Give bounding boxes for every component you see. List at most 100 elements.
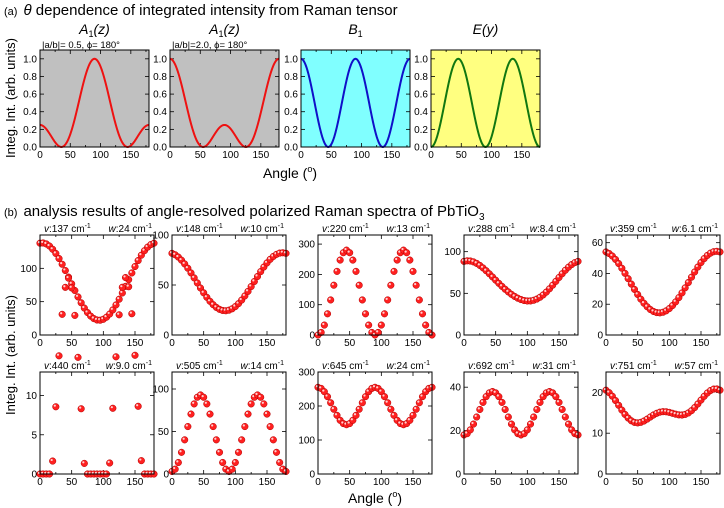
panel-b-148-point-highlight — [236, 301, 239, 304]
panel-b-359-point-highlight — [657, 310, 660, 313]
panel-b-288-point-highlight — [528, 298, 531, 301]
panel-b-692-v-label: v:692 cm-1 — [468, 360, 515, 372]
panel-b-w-value: :8.4 cm — [537, 224, 570, 235]
panel-b-220-point-highlight — [347, 250, 350, 253]
panel-b-w-symbol: w — [672, 224, 680, 235]
panel-b-220-xtick-label: 150 — [405, 338, 422, 349]
panel-b-440-xtick-label: 150 — [127, 477, 144, 488]
panel-b-xlabel-close: ) — [397, 490, 402, 506]
panel-b-137-point-highlight — [50, 247, 53, 250]
panel-a-ylabel: Integ. Int. (arb. units) — [3, 38, 18, 158]
panel-b-220-point-highlight — [360, 297, 363, 300]
panel-b-645-point-highlight — [325, 394, 328, 397]
panel-b-645-xtick-label: 0 — [315, 477, 321, 488]
panel-a-title-arg: (z) — [224, 21, 240, 37]
panel-b-692-point-highlight — [534, 407, 537, 410]
panel-a-A1z-a-ytick-label: 1.0 — [23, 54, 37, 65]
panel-b-751-point-highlight — [667, 410, 670, 413]
panel-b-645-frame — [317, 371, 433, 475]
panel-b-751-w-label: w:57 cm-1 — [675, 360, 719, 372]
panel-b-440-point-highlight — [53, 404, 56, 407]
panel-a-A1z-a-title: A1(z) — [78, 21, 110, 39]
panel-b-288-ytick-label: 100 — [444, 247, 461, 258]
section-b-tag: (b) — [4, 207, 18, 219]
panel-b-359-point-highlight — [622, 271, 626, 274]
panel-b-505-point — [187, 410, 195, 418]
panel-b-505-point-highlight — [188, 411, 192, 415]
panel-b-w-symbol: w — [387, 361, 395, 372]
panel-b-751-point-highlight — [619, 407, 622, 411]
panel-b-692-point-highlight — [556, 400, 560, 403]
panel-b-692-point-highlight — [496, 394, 499, 397]
panel-b-359-point-highlight — [711, 249, 714, 252]
panel-b-288-point-highlight — [468, 258, 471, 262]
panel-b-w-unit-exp: -1 — [146, 360, 152, 367]
panel-b-505-background — [172, 372, 286, 474]
panel-a-title-sub: 1 — [219, 29, 224, 39]
panel-b-220-ytick-label: 300 — [298, 240, 315, 251]
panel-b-645-point-highlight — [391, 413, 395, 416]
panel-b-220-frame — [317, 234, 433, 336]
panel-b-440-background — [40, 372, 154, 474]
panel-b-288-point-highlight — [556, 275, 560, 278]
panel-b-w-unit-exp: -1 — [424, 223, 430, 230]
panel-b-645-point-highlight — [363, 394, 366, 397]
panel-b-692-point-highlight — [515, 431, 518, 434]
panel-b-505-point — [215, 448, 224, 456]
panel-b-359-point-highlight — [698, 260, 702, 263]
panel-b-751-xtick-label: 50 — [632, 477, 644, 488]
panel-b-359-point-highlight — [679, 290, 683, 293]
panel-b-751-point-highlight — [654, 411, 657, 414]
panel-a-Ey-xtick-label: 50 — [456, 150, 468, 161]
panel-b-220-point — [380, 310, 389, 318]
panel-b-359-point-highlight — [616, 261, 619, 264]
panel-b-692-point-highlight — [480, 400, 484, 403]
panel-b-440-point-highlight — [117, 312, 120, 315]
panel-b-440-point-highlight — [82, 461, 85, 464]
panel-b-220-point-highlight — [322, 322, 325, 326]
panel-b-220-point-highlight — [398, 250, 401, 253]
panel-b-148-point-highlight — [211, 302, 214, 305]
panel-b-505-point — [181, 436, 189, 444]
panel-b-440-point-highlight — [126, 284, 129, 287]
panel-a-B1-xtick-label: 50 — [326, 150, 338, 161]
panel-b-505-point-highlight — [252, 395, 255, 398]
panel-b-440-point — [115, 311, 123, 319]
panel-b-137-point-highlight — [91, 316, 94, 319]
panel-b-751-ytick-label: 0 — [597, 470, 603, 481]
panel-b-645-point-highlight — [328, 400, 331, 403]
panel-a-A1z-a-ytick-label: 0.0 — [23, 143, 37, 154]
panel-b-220-point-highlight — [344, 247, 347, 251]
panel-b-137-xtick-label: 150 — [127, 338, 144, 349]
panel-b-692-xtick-label: 50 — [490, 477, 502, 488]
panel-b-xlabel-text: Angle ( — [348, 490, 393, 506]
panel-b-137-point-highlight — [88, 313, 91, 317]
panel-b-137-v-label: v:137 cm-1 — [44, 223, 91, 235]
panel-b-440-point-highlight — [104, 471, 107, 474]
panel-b-220-point — [358, 296, 366, 304]
panel-b-288-point-highlight — [563, 268, 566, 271]
panel-b-w-symbol: w — [530, 224, 538, 235]
panel-b-137-ytick-label: 0 — [31, 331, 37, 342]
panel-a-title-main: A — [208, 21, 218, 37]
panel-b-751-point-highlight — [622, 412, 626, 415]
panel-b-505-point — [212, 436, 220, 444]
panel-b-137-point — [61, 266, 69, 275]
panel-b-440-ytick-label: 10 — [26, 391, 38, 402]
panel-b-288-point-highlight — [484, 268, 487, 271]
panel-b-440-xtick-label: 100 — [95, 477, 112, 488]
panel-b-692-point-highlight — [547, 389, 550, 392]
panel-b-148-point-highlight — [214, 305, 217, 308]
panel-b-505-point — [276, 458, 284, 467]
panel-a-A1z-b-xtick-label: 100 — [222, 150, 239, 161]
panel-b-148-point-highlight — [268, 257, 271, 260]
panel-b-288-point-highlight — [534, 296, 537, 300]
panel-b-505-frame — [171, 371, 287, 475]
panel-b-505-point-highlight — [264, 411, 268, 415]
panel-b-220-point — [422, 321, 430, 329]
panel-b-645-point — [387, 405, 395, 413]
panel-b-645-point-highlight — [366, 389, 369, 392]
